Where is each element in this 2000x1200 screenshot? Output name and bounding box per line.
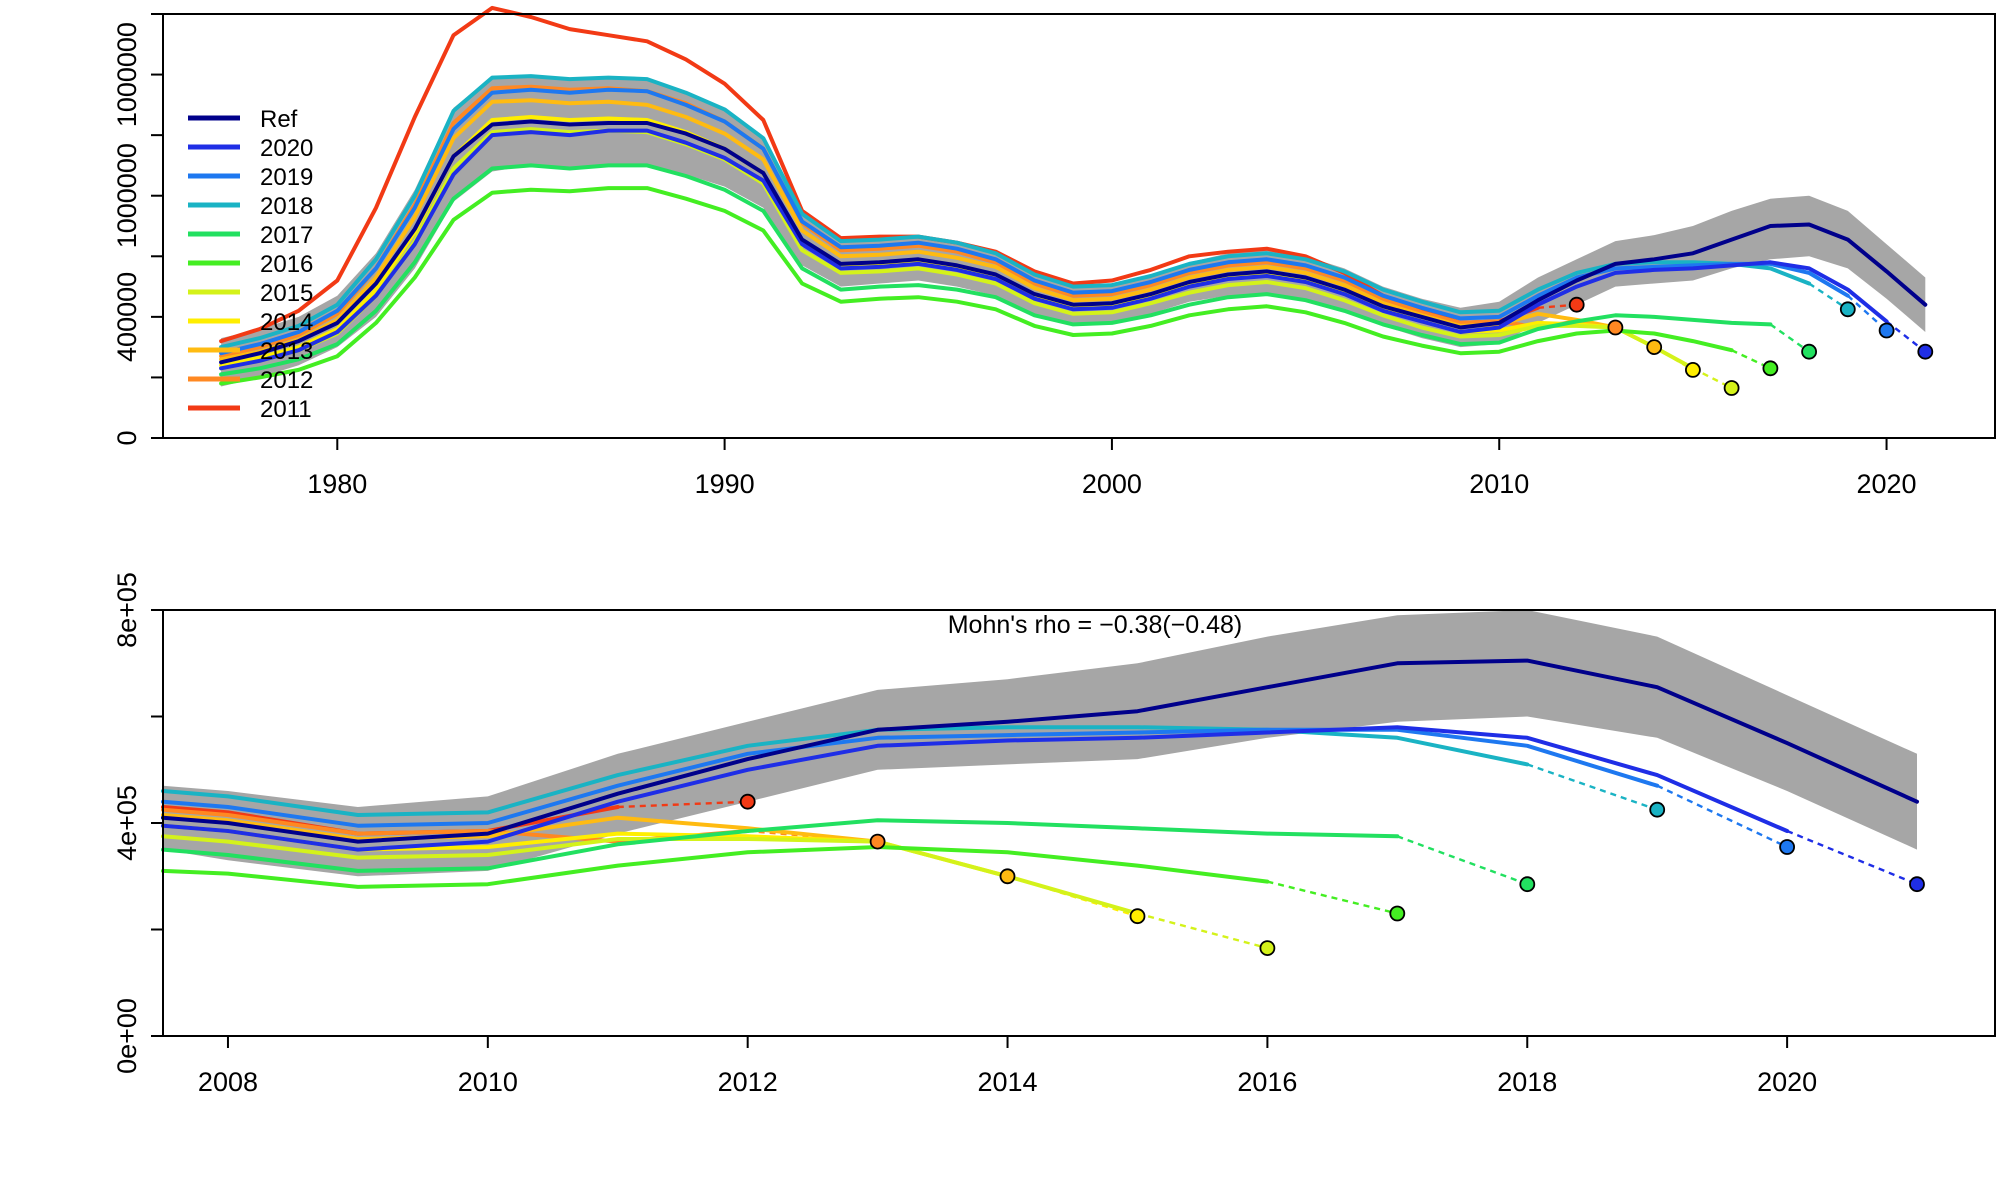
legend-label-2011: 2011: [260, 396, 312, 423]
series-line-2012: [219, 84, 1579, 359]
series-line-2020: [219, 128, 1889, 371]
series-line-2017: [219, 163, 1773, 377]
projection-point-2020: [1909, 876, 1925, 893]
projection-point-2012: [869, 833, 886, 850]
legend-label-2017: 2017: [260, 222, 313, 249]
series-line-2015: [219, 127, 1695, 371]
series-line-2016: [161, 845, 1270, 889]
series-line-2016: [219, 186, 1734, 386]
projection-line-2020: [1786, 829, 1918, 886]
series-line-ref: [219, 119, 1928, 365]
projection-point-2017: [1519, 876, 1536, 893]
x-tick-label: 2000: [1082, 469, 1142, 499]
legend-label-2013: 2013: [260, 338, 313, 365]
projection-point-2016: [1389, 905, 1406, 922]
projection-line-2019: [1846, 294, 1888, 332]
projection-line-2017: [1396, 835, 1528, 886]
y-tick-label: 0e+00: [112, 998, 142, 1074]
y-tick-label: 4e+05: [112, 785, 142, 861]
y-tick-label: 0: [112, 430, 142, 445]
x-tick-label: 2008: [198, 1067, 258, 1097]
series-line-2013: [219, 98, 1618, 362]
series-line-2015: [161, 834, 1140, 916]
series-line-2018: [219, 74, 1812, 350]
x-tick-label: 2020: [1857, 469, 1917, 499]
projection-point-2019: [1779, 839, 1795, 855]
legend-label-2020: 2020: [260, 135, 313, 162]
y-tick-label: 1000000: [112, 22, 142, 127]
plot-frame: [162, 13, 1996, 439]
projection-point-2019: [1878, 322, 1895, 339]
legend: Ref2020201920182017201620152014201320122…: [188, 106, 313, 423]
series-line-ref: [161, 658, 1919, 844]
projection-point-2017: [1801, 343, 1817, 360]
projection-line-2017: [1769, 323, 1810, 353]
projection-line-2016: [1267, 880, 1398, 915]
projection-point-2011: [739, 793, 756, 810]
projection-point-2011: [1568, 296, 1585, 313]
projection-line-2019: [1656, 784, 1788, 849]
legend-label-2018: 2018: [260, 193, 313, 220]
projection-line-2015: [1137, 912, 1268, 950]
projection-point-2015: [1259, 940, 1276, 956]
projection-point-2012: [1607, 319, 1624, 336]
y-tick-label: 8e+05: [112, 572, 142, 648]
mohns-rho-annotation: Mohn's rho = −0.38(−0.48): [948, 611, 1243, 639]
legend-label-2015: 2015: [260, 280, 313, 307]
projection-line-2020: [1885, 320, 1927, 353]
x-tick-label: 2010: [1469, 469, 1529, 499]
legend-label-2012: 2012: [260, 367, 313, 394]
projection-point-2015: [1723, 380, 1740, 396]
x-tick-label: 2012: [718, 1067, 778, 1097]
series-line-2017: [161, 818, 1400, 873]
panel-top: 1980 1990 2000 2010 2020 0 400000 1000000 100000…: [112, 5, 1996, 499]
x-tick-label: 2020: [1757, 1067, 1817, 1097]
projection-point-2016: [1762, 360, 1779, 377]
projection-line-2018: [1526, 763, 1658, 811]
x-tick-label: 2014: [977, 1067, 1037, 1097]
legend-label-ref: Ref: [260, 106, 298, 133]
projection-point-2018: [1649, 801, 1666, 818]
series-line-2013: [161, 813, 880, 844]
x-tick-label: 1990: [695, 469, 755, 499]
projection-point-2018: [1839, 301, 1856, 318]
projection-point-2014: [1685, 361, 1701, 378]
legend-label-2019: 2019: [260, 164, 313, 191]
legend-label-2016: 2016: [260, 251, 313, 278]
y-tick-label: 400000: [112, 272, 142, 362]
series-line-2019: [219, 87, 1850, 356]
series-line-2019: [161, 727, 1660, 828]
projection-point-2013: [999, 868, 1016, 885]
y-tick-label: 1000000: [112, 143, 142, 248]
x-tick-label: 1980: [307, 469, 367, 499]
x-tick-label: 2010: [458, 1067, 518, 1097]
projection-point-2020: [1917, 343, 1934, 360]
series-line-2020: [161, 725, 1790, 852]
projection-point-2013: [1646, 339, 1663, 356]
panel-bottom: 2008 2010 2012 2014 2016 2018 2020 0e+00 4e+05 8e…: [112, 572, 1996, 1097]
x-tick-label: 2016: [1237, 1067, 1297, 1097]
legend-label-2014: 2014: [260, 309, 313, 336]
x-tick-label: 2018: [1497, 1067, 1557, 1097]
projection-point-2014: [1129, 908, 1146, 925]
